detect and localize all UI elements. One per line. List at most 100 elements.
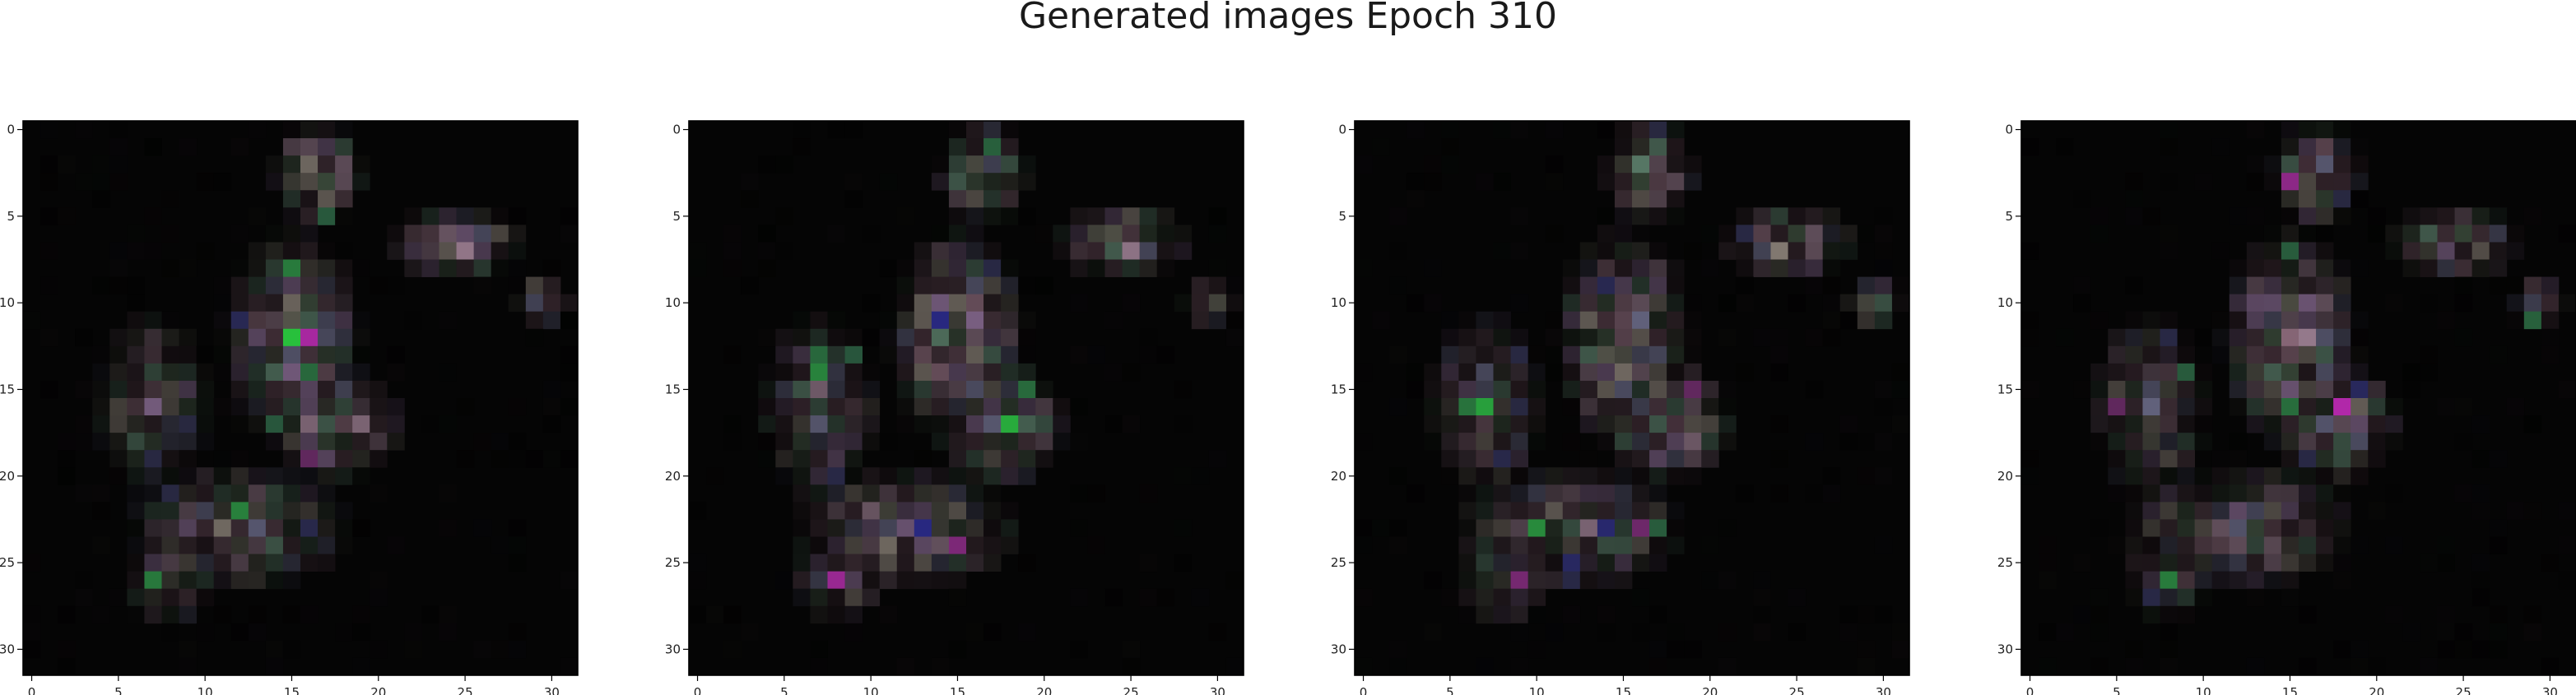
y-tick-label: 15 — [0, 382, 15, 396]
image-pixel — [1510, 207, 1529, 225]
image-pixel — [2333, 484, 2351, 503]
image-pixel — [1001, 328, 1019, 347]
image-pixel — [1579, 536, 1598, 554]
image-pixel — [966, 190, 984, 208]
image-pixel — [931, 398, 950, 416]
image-pixel — [1139, 345, 1158, 364]
image-pixel — [2454, 433, 2473, 451]
image-pixel — [196, 173, 215, 191]
image-pixel — [1407, 363, 1425, 382]
image-pixel — [1510, 328, 1529, 347]
image-pixel — [2211, 450, 2230, 468]
image-pixel — [948, 433, 967, 451]
image-pixel — [2160, 138, 2178, 156]
image-pixel — [2229, 484, 2248, 503]
image-pixel — [2316, 363, 2334, 382]
image-pixel — [1614, 190, 1633, 208]
image-pixel — [2125, 502, 2143, 520]
image-pixel — [2316, 554, 2334, 572]
image-pixel — [2160, 450, 2178, 468]
image-pixel — [1649, 121, 1667, 139]
image-pixel — [1718, 398, 1737, 416]
image-pixel — [1701, 536, 1719, 554]
image-pixel — [2333, 259, 2351, 277]
image-pixel — [127, 519, 145, 537]
image-pixel — [352, 450, 370, 468]
image-pixel — [2125, 657, 2143, 676]
image-pixel — [896, 536, 915, 554]
image-pixel — [352, 259, 370, 277]
image-pixel — [1667, 398, 1685, 416]
image-pixel — [92, 502, 110, 520]
image-pixel — [862, 328, 881, 347]
image-pixel — [1545, 467, 1564, 485]
image-pixel — [1770, 259, 1788, 277]
image-pixel — [179, 450, 198, 468]
image-pixel — [439, 415, 457, 433]
image-pixel — [931, 519, 950, 537]
image-pixel — [1822, 484, 1841, 503]
image-pixel — [491, 640, 509, 659]
image-pixel — [352, 657, 370, 676]
image-pixel — [2246, 328, 2265, 347]
image-pixel — [560, 571, 579, 590]
image-pixel — [1736, 207, 1754, 225]
image-pixel — [248, 207, 267, 225]
image-pixel — [2246, 484, 2265, 503]
image-pixel — [758, 259, 776, 277]
image-pixel — [1527, 467, 1546, 485]
image-pixel — [827, 605, 845, 624]
x-tick-label: 25 — [2456, 685, 2471, 695]
image-pixel — [2073, 190, 2091, 208]
image-pixel — [1667, 363, 1685, 382]
image-pixel — [2523, 311, 2542, 330]
image-pixel — [248, 502, 267, 520]
image-pixel — [1458, 398, 1476, 416]
image-pixel — [109, 155, 128, 174]
image-pixel — [1156, 259, 1175, 277]
image-pixel — [844, 415, 863, 433]
image-pixel — [1667, 173, 1685, 191]
image-pixel — [1632, 588, 1650, 607]
image-pixel — [1389, 398, 1407, 416]
image-pixel — [1018, 450, 1036, 468]
image-pixel — [793, 363, 811, 382]
image-pixel — [1874, 276, 1893, 295]
image-pixel — [2385, 484, 2403, 503]
image-pixel — [1562, 311, 1581, 330]
image-pixel — [127, 450, 145, 468]
image-pixel — [179, 398, 198, 416]
image-pixel — [1649, 345, 1667, 364]
image-pixel — [300, 242, 319, 260]
image-pixel — [2299, 225, 2317, 243]
image-pixel — [1545, 121, 1564, 139]
image-pixel — [75, 415, 93, 433]
image-pixel — [1104, 225, 1123, 243]
image-pixel — [265, 363, 284, 382]
x-tick-label: 5 — [780, 685, 788, 695]
image-pixel — [1614, 328, 1633, 347]
image-pixel — [827, 571, 845, 590]
x-tick-label: 30 — [1210, 685, 1225, 695]
image-pixel — [2108, 380, 2126, 399]
image-pixel — [282, 467, 301, 485]
image-pixel — [179, 433, 198, 451]
image-pixel — [2263, 328, 2282, 347]
image-pixel — [983, 121, 1002, 139]
image-pixel — [931, 467, 950, 485]
image-pixel — [282, 259, 301, 277]
image-pixel — [1087, 345, 1105, 364]
image-pixel — [810, 554, 828, 572]
image-pixel — [2489, 450, 2508, 468]
image-pixel — [1579, 398, 1598, 416]
image-pixel — [2229, 536, 2248, 554]
image-pixel — [92, 536, 110, 554]
image-pixel — [879, 502, 898, 520]
image-pixel — [2523, 605, 2542, 624]
image-pixel — [1718, 657, 1737, 676]
image-pixel — [827, 415, 845, 433]
image-pixel — [1458, 467, 1476, 485]
image-pixel — [1018, 398, 1036, 416]
image-pixel — [265, 640, 284, 659]
image-pixel — [456, 242, 475, 260]
